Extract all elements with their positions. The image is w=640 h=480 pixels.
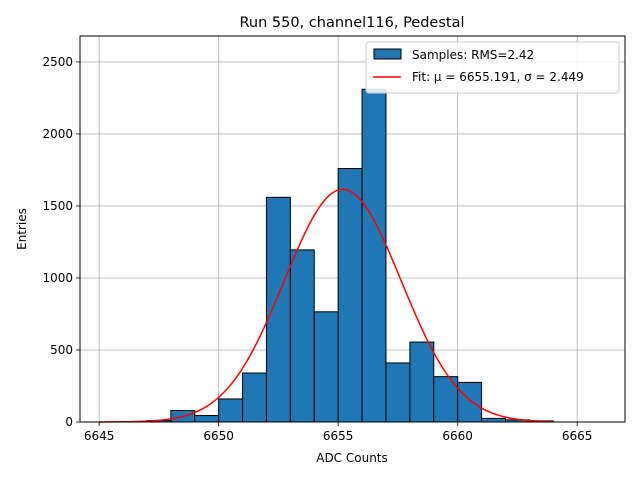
histogram-bar <box>289 249 315 423</box>
y-tick-label: 1000 <box>42 271 73 285</box>
legend-label-samples: Samples: RMS=2.42 <box>412 48 534 62</box>
histogram-bar <box>218 398 244 423</box>
y-tick-label: 0 <box>65 415 73 429</box>
x-tick-label: 6655 <box>323 429 354 443</box>
fit-curve-group <box>99 188 554 423</box>
chart-title: Run 550, channel116, Pedestal <box>239 15 464 31</box>
fit-curve <box>99 188 554 423</box>
x-tick-label: 6650 <box>203 429 234 443</box>
histogram-bar <box>242 372 267 423</box>
histogram-bar <box>313 311 339 423</box>
x-tick-label: 6660 <box>442 429 473 443</box>
x-tick-label: 6645 <box>84 429 115 443</box>
histogram-bar <box>265 196 291 423</box>
histogram-bar <box>481 417 506 423</box>
histogram-bar <box>409 341 435 423</box>
x-axis-label: ADC Counts <box>316 451 388 465</box>
y-axis-ticks: 0 500 1000 1500 2000 2500 <box>42 55 80 429</box>
y-tick-label: 2000 <box>42 127 73 141</box>
x-tick-label: 6665 <box>562 429 593 443</box>
legend: Samples: RMS=2.42 Fit: μ = 6655.191, σ =… <box>365 41 620 94</box>
y-axis-label: Entries <box>15 208 29 250</box>
histogram-bars <box>146 88 554 423</box>
y-tick-label: 2500 <box>42 55 73 69</box>
plot-frame <box>79 35 626 423</box>
y-tick-label: 1500 <box>42 199 73 213</box>
x-axis-ticks: 6645 6650 6655 6660 6665 <box>84 422 593 443</box>
legend-box <box>365 41 620 94</box>
histogram-bar <box>337 168 363 423</box>
y-tick-label: 500 <box>50 343 73 357</box>
histogram-bar <box>385 362 411 423</box>
legend-label-fit: Fit: μ = 6655.191, σ = 2.449 <box>412 70 584 84</box>
histogram-bar <box>361 88 387 423</box>
histogram-bar <box>457 381 483 423</box>
histogram-bar <box>194 415 220 423</box>
legend-swatch-samples <box>373 48 402 60</box>
